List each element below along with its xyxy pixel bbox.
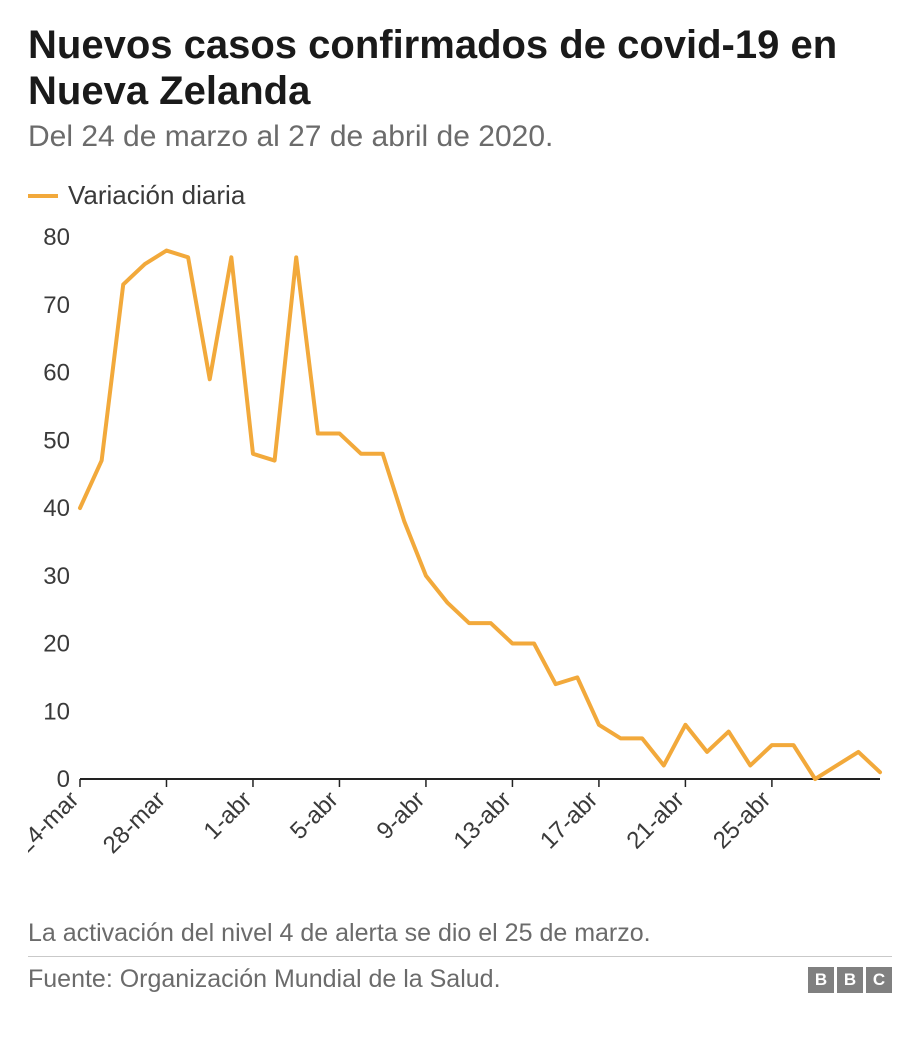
- legend-swatch: [28, 194, 58, 198]
- y-tick-label: 40: [43, 495, 70, 522]
- chart-subtitle: Del 24 de marzo al 27 de abril de 2020.: [28, 120, 892, 154]
- y-tick-label: 80: [43, 227, 70, 251]
- x-tick-label: 24-mar: [28, 786, 84, 859]
- y-tick-label: 50: [43, 427, 70, 454]
- logo-block: C: [866, 967, 892, 993]
- x-tick-label: 5-abr: [285, 786, 344, 845]
- logo-block: B: [837, 967, 863, 993]
- y-tick-label: 10: [43, 698, 70, 725]
- x-tick-label: 13-abr: [449, 786, 517, 854]
- legend: Variación diaria: [28, 180, 892, 211]
- footer: Fuente: Organización Mundial de la Salud…: [28, 956, 892, 994]
- bbc-logo: BBC: [808, 967, 892, 993]
- x-tick-label: 1-abr: [199, 786, 258, 845]
- legend-label: Variación diaria: [68, 180, 245, 211]
- x-tick-label: 28-mar: [98, 786, 171, 859]
- data-line: [80, 251, 880, 779]
- y-tick-label: 70: [43, 292, 70, 319]
- chart-title: Nuevos casos confirmados de covid-19 en …: [28, 22, 892, 114]
- chart-svg: 0102030405060708024-mar28-mar1-abr5-abr9…: [28, 227, 890, 899]
- y-tick-label: 20: [43, 631, 70, 658]
- line-chart: 0102030405060708024-mar28-mar1-abr5-abr9…: [28, 227, 890, 899]
- x-tick-label: 9-abr: [371, 786, 430, 845]
- chart-note: La activación del nivel 4 de alerta se d…: [28, 919, 892, 948]
- x-tick-label: 21-abr: [622, 786, 690, 854]
- x-tick-label: 17-abr: [535, 786, 603, 854]
- y-tick-label: 60: [43, 360, 70, 387]
- logo-block: B: [808, 967, 834, 993]
- source-label: Fuente: Organización Mundial de la Salud…: [28, 965, 501, 994]
- y-tick-label: 30: [43, 563, 70, 590]
- x-tick-label: 25-abr: [708, 786, 776, 854]
